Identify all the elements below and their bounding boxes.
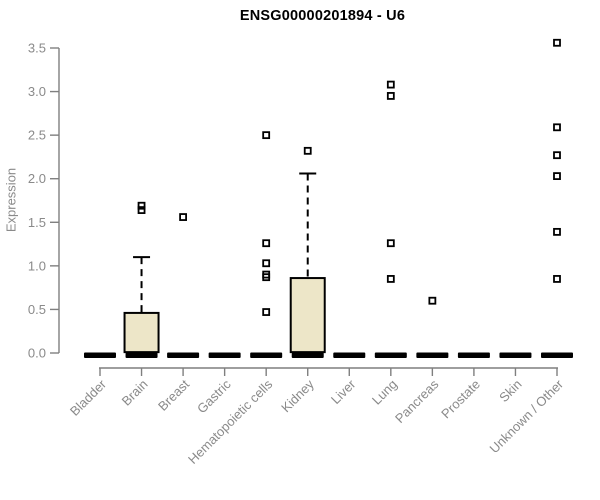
median-bar xyxy=(291,352,324,358)
box-group-bladder xyxy=(84,352,116,358)
x-tick-label: Kidney xyxy=(278,376,317,415)
x-tick-label: Pancreas xyxy=(392,376,442,426)
x-tick-label: Unknown / Other xyxy=(487,376,567,456)
x-tick-label: Gastric xyxy=(194,376,234,416)
median-bar xyxy=(250,352,283,358)
y-tick-label: 0.0 xyxy=(28,346,46,361)
box-group-hematopoietic-cells xyxy=(250,131,283,358)
median-bar xyxy=(167,352,200,358)
box-group-brain xyxy=(123,201,160,358)
outlier-point xyxy=(386,80,395,89)
box-group-prostate xyxy=(457,352,490,358)
median-bar xyxy=(374,352,407,358)
median-bar xyxy=(416,352,449,358)
iqr-box xyxy=(289,277,326,354)
outlier-point xyxy=(553,227,561,236)
y-tick-label: 1.5 xyxy=(28,215,46,230)
outlier-point xyxy=(262,131,271,140)
x-tick-label: Brain xyxy=(119,377,151,409)
median-bar xyxy=(84,352,116,358)
box-group-gastric xyxy=(208,352,241,358)
outlier-point xyxy=(137,201,146,210)
iqr-box xyxy=(123,311,160,354)
box-group-pancreas xyxy=(416,296,449,358)
y-tick-label: 3.0 xyxy=(28,84,46,99)
x-tick-label: Skin xyxy=(496,377,524,405)
median-bar xyxy=(125,352,158,358)
outlier-point xyxy=(303,146,312,155)
outlier-point xyxy=(553,172,561,181)
outlier-point xyxy=(386,239,395,248)
median-bar xyxy=(208,352,241,358)
box-group-unknown-other xyxy=(541,38,573,358)
outlier-point xyxy=(553,151,561,160)
x-tick-label: Breast xyxy=(155,376,192,413)
median-bar xyxy=(541,352,573,358)
x-tick-label: Lung xyxy=(369,377,400,408)
y-tick-label: 2.0 xyxy=(28,171,46,186)
x-tick-label: Prostate xyxy=(438,377,483,422)
box-group-liver xyxy=(333,352,366,358)
y-tick-label: 1.0 xyxy=(28,258,46,273)
median-bar xyxy=(499,352,532,358)
outlier-point xyxy=(553,275,561,283)
outlier-point xyxy=(262,270,271,279)
outlier-point xyxy=(386,275,395,283)
outlier-point xyxy=(262,259,271,268)
box-group-kidney xyxy=(289,146,326,358)
box-group-lung xyxy=(374,80,407,358)
box-group-breast xyxy=(167,213,200,358)
outlier-point xyxy=(553,123,561,132)
x-tick-label: Liver xyxy=(328,376,359,407)
y-tick-label: 2.5 xyxy=(28,128,46,143)
y-tick-label: 3.5 xyxy=(28,41,46,56)
outlier-point xyxy=(262,308,271,316)
median-bar xyxy=(457,352,490,358)
median-bar xyxy=(333,352,366,358)
outlier-point xyxy=(179,213,187,221)
outlier-point xyxy=(553,38,561,47)
outlier-point xyxy=(137,206,146,214)
outlier-point xyxy=(428,296,437,305)
chart-title: ENSG00000201894 - U6 xyxy=(239,8,406,24)
outlier-point xyxy=(262,239,271,248)
y-tick-label: 0.5 xyxy=(28,302,46,317)
x-tick-label: Bladder xyxy=(67,376,110,419)
box-group-skin xyxy=(499,352,532,358)
outlier-point xyxy=(386,92,395,100)
